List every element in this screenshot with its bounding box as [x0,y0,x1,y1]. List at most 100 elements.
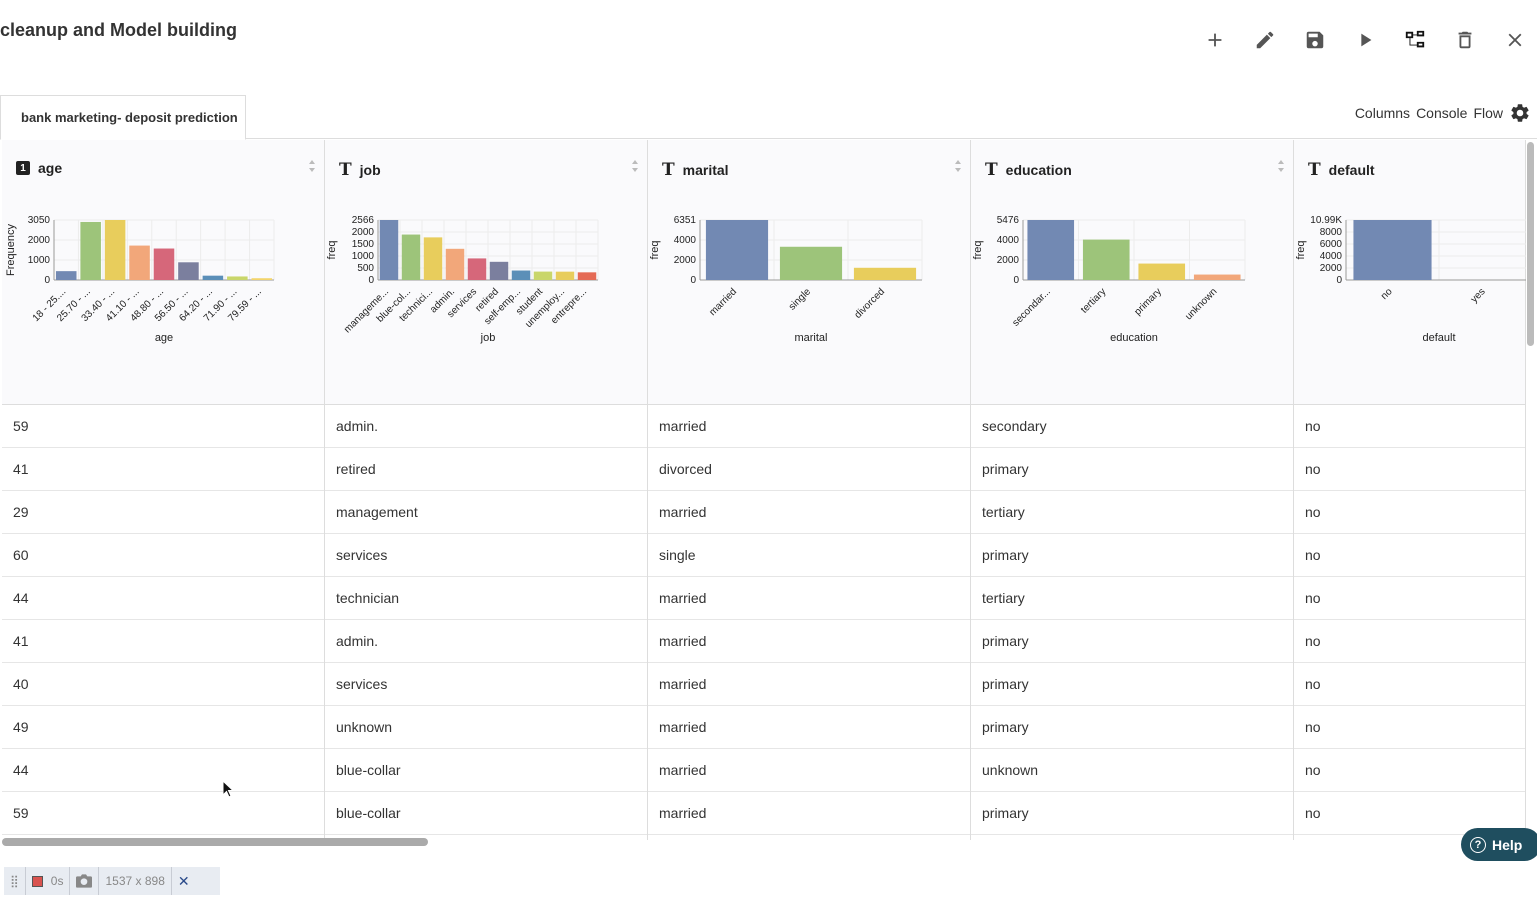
bar[interactable] [533,271,553,280]
table-cell[interactable]: admin. [325,620,647,663]
table-cell[interactable]: services [325,663,647,706]
table-cell[interactable]: technician [325,577,647,620]
close-button[interactable] [1490,26,1537,54]
table-cell[interactable]: married [648,620,970,663]
table-cell[interactable]: 60 [2,534,324,577]
table-cell[interactable]: 29 [2,491,324,534]
bar[interactable] [779,246,843,280]
table-cell[interactable]: 49 [2,706,324,749]
table-cell[interactable]: primary [971,663,1293,706]
run-button[interactable] [1340,26,1390,54]
add-button[interactable] [1190,26,1240,54]
bar[interactable] [153,248,175,280]
column-header[interactable]: 1 age 0 1000 2000 3050 18 - 25.... 25.70 - ... 3… [2,140,324,405]
table-cell[interactable]: no [1294,663,1525,706]
bar[interactable] [1193,274,1241,280]
table-cell[interactable]: no [1294,405,1525,448]
table-cell[interactable]: 59 [2,792,324,835]
table-cell[interactable]: no [1294,749,1525,792]
table-cell[interactable]: services [325,534,647,577]
table-cell[interactable]: 44 [2,577,324,620]
bar[interactable] [1082,239,1130,280]
bar[interactable] [853,267,917,280]
bar[interactable] [251,278,273,280]
vertical-scrollbar[interactable] [1527,142,1534,346]
table-cell[interactable]: divorced [648,448,970,491]
table-cell[interactable]: tertiary [971,491,1293,534]
bar[interactable] [55,271,77,280]
help-button[interactable]: ? Help [1461,828,1537,861]
bar[interactable] [80,221,101,280]
table-cell[interactable]: primary [971,706,1293,749]
table-cell[interactable]: 40 [2,663,324,706]
bar[interactable] [1353,220,1432,280]
table-cell[interactable]: primary [971,792,1293,835]
table-cell[interactable]: primary [971,620,1293,663]
table-cell[interactable]: unknown [971,749,1293,792]
edit-button[interactable] [1240,26,1290,54]
bar[interactable] [577,272,597,280]
screenshot-button[interactable] [70,867,100,895]
sort-icon[interactable] [308,159,316,173]
save-button[interactable] [1290,26,1340,54]
table-cell[interactable]: married [648,749,970,792]
sort-icon[interactable] [954,159,962,173]
table-cell[interactable]: secondary [971,405,1293,448]
bar[interactable] [202,275,224,280]
table-cell[interactable]: primary [971,448,1293,491]
bar[interactable] [379,220,399,280]
tab-dataset[interactable]: bank marketing- deposit prediction [0,95,246,140]
table-cell[interactable]: 41 [2,448,324,491]
flow-link[interactable]: Flow [1473,105,1503,121]
columns-link[interactable]: Columns [1354,105,1411,121]
bar[interactable] [401,234,421,280]
table-cell[interactable]: no [1294,534,1525,577]
table-cell[interactable]: no [1294,706,1525,749]
table-cell[interactable]: married [648,792,970,835]
horizontal-scrollbar[interactable] [2,838,428,846]
table-cell[interactable]: tertiary [971,577,1293,620]
table-cell[interactable]: married [648,663,970,706]
table-cell[interactable]: married [648,405,970,448]
table-cell[interactable]: no [1294,577,1525,620]
table-cell[interactable]: married [648,491,970,534]
delete-button[interactable] [1440,26,1490,54]
bar[interactable] [445,248,465,280]
bar[interactable] [489,261,509,280]
table-cell[interactable]: married [648,577,970,620]
bar[interactable] [423,237,443,280]
bar[interactable] [555,271,575,280]
table-cell[interactable]: blue-collar [325,749,647,792]
close-recorder-button[interactable]: ✕ [177,872,190,889]
table-cell[interactable]: no [1294,620,1525,663]
bar[interactable] [104,220,126,280]
table-cell[interactable]: primary [971,534,1293,577]
bar[interactable] [227,276,248,280]
bar[interactable] [511,270,531,280]
sort-icon[interactable] [631,159,639,173]
sort-icon[interactable] [1277,159,1285,173]
table-cell[interactable]: no [1294,491,1525,534]
bar[interactable] [705,220,769,280]
table-cell[interactable]: married [648,706,970,749]
stop-record-button[interactable]: 0s [26,867,71,895]
flow-view-button[interactable] [1390,26,1440,54]
table-cell[interactable]: unknown [325,706,647,749]
settings-button[interactable] [1509,100,1531,127]
table-cell[interactable]: no [1294,792,1525,835]
table-cell[interactable]: single [648,534,970,577]
table-cell[interactable]: blue-collar [325,792,647,835]
bar[interactable] [467,258,487,280]
table-cell[interactable]: management [325,491,647,534]
table-cell[interactable]: retired [325,448,647,491]
drag-handle-icon[interactable]: ⣿ [4,867,26,895]
table-cell[interactable]: no [1294,448,1525,491]
bar[interactable] [129,245,150,280]
table-cell[interactable]: 59 [2,405,324,448]
table-cell[interactable]: admin. [325,405,647,448]
table-cell[interactable]: 44 [2,749,324,792]
table-cell[interactable]: 41 [2,620,324,663]
